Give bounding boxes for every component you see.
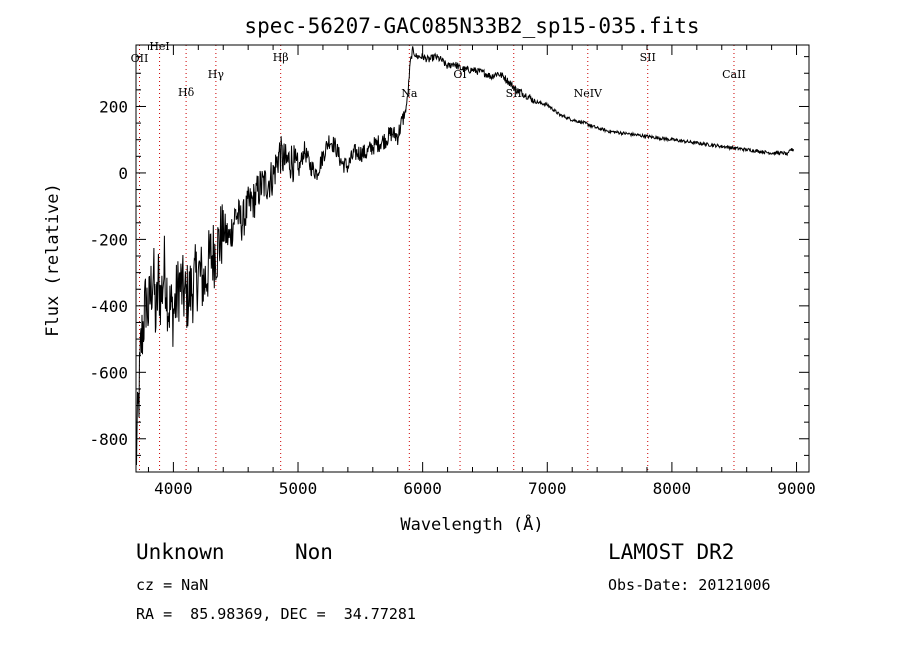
x-tick-label: 9000: [777, 479, 816, 498]
x-tick-label: 5000: [279, 479, 318, 498]
spectral-class: Unknown: [136, 540, 225, 564]
emission-line-label: Hγ: [208, 68, 225, 81]
emission-line-label: NeIV: [574, 87, 603, 100]
emission-line-label: SII: [640, 51, 656, 64]
plot-frame: [135, 44, 810, 473]
redshift-value: cz = NaN: [136, 576, 209, 594]
x-axis-label: Wavelength (Å): [400, 513, 543, 535]
emission-line-label: OII: [131, 52, 149, 65]
x-tick-label: 6000: [403, 479, 442, 498]
series-layer: [135, 46, 794, 466]
axis-ticks: 4000 5000 6000 7000 8000 9000 -800 -600 -400 -200…: [89, 45, 816, 498]
emission-line-label: HeI: [149, 40, 169, 53]
emission-line-label: Hδ: [178, 86, 195, 99]
chart-title: spec-56207-GAC085N33B2_sp15-035.fits: [244, 14, 699, 38]
emission-line-label: Na: [401, 87, 418, 100]
spectrum-line: [135, 46, 794, 466]
spectral-subclass: Non: [295, 540, 333, 564]
y-tick-label: -200: [89, 230, 128, 249]
x-tick-label: 4000: [154, 479, 193, 498]
coordinates: RA = 85.98369, DEC = 34.77281: [136, 605, 416, 623]
x-tick-label: 7000: [528, 479, 567, 498]
x-tick-label: 8000: [653, 479, 692, 498]
emission-line-label: Hβ: [273, 51, 289, 64]
y-tick-label: -800: [89, 430, 128, 449]
y-axis-label: Flux (relative): [43, 183, 63, 337]
y-tick-label: 200: [99, 97, 128, 116]
y-tick-label: 0: [118, 164, 128, 183]
y-tick-label: -600: [89, 363, 128, 382]
y-tick-label: -400: [89, 297, 128, 316]
survey-name: LAMOST DR2: [608, 540, 735, 564]
observation-date: Obs-Date: 20121006: [608, 576, 771, 594]
emission-line-label: CaII: [722, 68, 746, 81]
